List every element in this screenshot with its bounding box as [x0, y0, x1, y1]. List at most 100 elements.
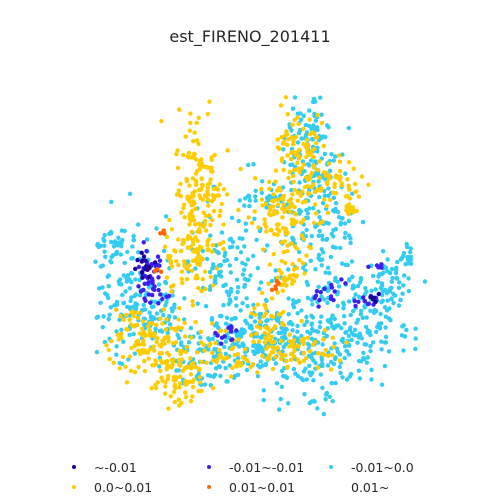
map-point	[163, 303, 168, 308]
map-point	[245, 303, 250, 309]
map-point	[196, 255, 201, 260]
map-point	[273, 361, 279, 366]
map-point	[128, 368, 134, 373]
map-point	[172, 248, 177, 253]
map-point	[193, 222, 198, 227]
map-point	[248, 364, 253, 370]
legend-marker	[329, 465, 333, 469]
map-point	[208, 169, 214, 174]
map-point	[292, 117, 297, 123]
map-point	[342, 355, 347, 361]
map-point	[139, 270, 145, 275]
map-point	[354, 189, 359, 194]
map-point	[300, 261, 305, 266]
map-point	[331, 344, 336, 350]
map-point	[197, 159, 203, 164]
chart-title: est_FIRENO_201411	[169, 27, 331, 46]
map-point	[301, 162, 306, 167]
map-point	[278, 103, 284, 108]
map-point	[379, 382, 385, 387]
map-point	[275, 345, 280, 350]
map-point	[166, 406, 171, 411]
map-point	[193, 364, 198, 370]
map-point	[137, 293, 143, 298]
map-point	[173, 340, 179, 345]
map-point	[286, 267, 291, 272]
map-point	[210, 283, 216, 288]
map-point	[123, 289, 128, 294]
map-point	[266, 337, 272, 343]
map-point	[253, 176, 258, 181]
map-point	[322, 151, 328, 157]
map-point	[255, 373, 261, 379]
map-point	[246, 215, 251, 220]
map-point	[282, 239, 287, 244]
map-point	[366, 264, 371, 269]
map-point	[223, 321, 229, 326]
map-point	[355, 340, 360, 345]
map-point	[117, 281, 122, 287]
legend-marker	[72, 485, 76, 489]
map-point	[386, 316, 392, 321]
map-point	[290, 281, 295, 286]
map-point	[290, 122, 295, 127]
map-point	[305, 215, 310, 221]
map-point	[386, 349, 392, 354]
map-point	[156, 275, 161, 280]
map-point	[190, 176, 195, 181]
map-point	[307, 123, 312, 129]
map-point	[349, 337, 354, 343]
map-point	[361, 295, 366, 300]
map-point	[147, 328, 152, 333]
map-point	[165, 334, 170, 339]
map-point	[174, 152, 179, 157]
map-point	[229, 317, 234, 322]
map-point	[339, 261, 345, 266]
map-point	[400, 291, 405, 296]
map-point	[260, 290, 265, 296]
map-point	[198, 164, 203, 169]
map-point	[348, 236, 353, 241]
map-point	[176, 317, 181, 322]
map-point	[320, 237, 325, 242]
map-point	[339, 325, 344, 331]
map-point	[305, 282, 310, 288]
map-point	[330, 335, 335, 340]
map-point	[271, 252, 276, 257]
map-point	[240, 272, 246, 277]
legend-marker	[72, 465, 76, 469]
map-point	[304, 253, 309, 258]
map-point	[295, 115, 300, 120]
map-point	[166, 256, 171, 261]
map-point	[302, 185, 308, 190]
map-point	[209, 350, 215, 356]
map-point	[103, 254, 108, 259]
map-point	[333, 226, 339, 232]
map-point	[278, 311, 283, 317]
map-point	[177, 381, 183, 386]
map-point	[176, 262, 181, 268]
map-point	[186, 340, 192, 345]
map-point	[355, 283, 361, 289]
map-point	[166, 339, 171, 344]
map-point	[150, 292, 155, 298]
map-point	[317, 297, 322, 303]
map-point	[151, 287, 157, 292]
map-point	[165, 350, 170, 356]
map-point	[269, 228, 274, 233]
map-point	[362, 299, 367, 304]
map-point	[222, 253, 227, 259]
map-point	[253, 198, 258, 203]
map-point	[190, 202, 195, 208]
map-point	[295, 374, 301, 379]
map-point	[196, 285, 201, 291]
map-point	[171, 378, 176, 383]
map-point	[276, 222, 281, 227]
map-point	[278, 396, 283, 402]
map-point	[208, 274, 213, 280]
map-point	[191, 155, 197, 161]
map-point	[244, 277, 250, 283]
map-point	[413, 336, 418, 341]
map-point	[183, 390, 188, 395]
map-point	[260, 353, 265, 359]
